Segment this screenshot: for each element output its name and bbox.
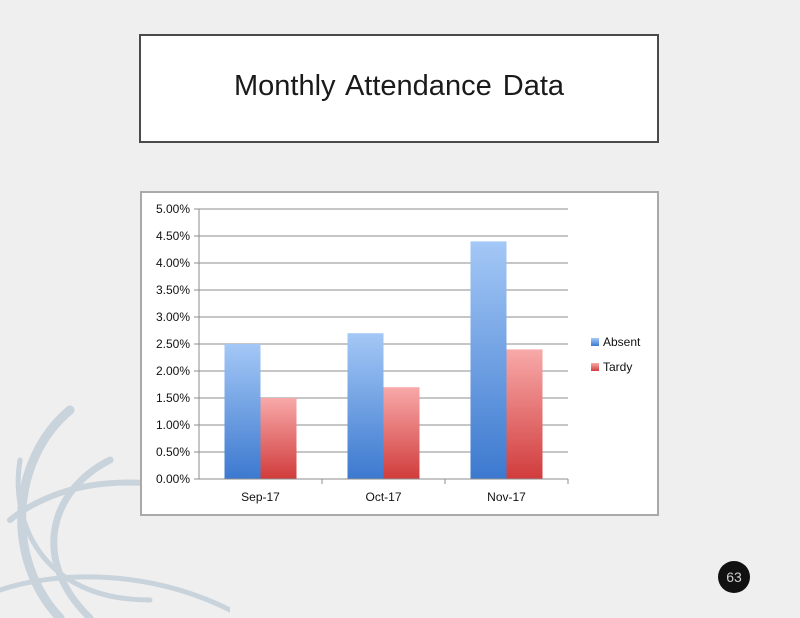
chart-container: 0.00% 0.50% 1.00% 1.50% 2.00% 2.50% 3.00% 3.50%… [140,191,659,516]
bar-tardy-oct-17 [383,387,420,479]
legend-label-tardy: Tardy [603,360,632,374]
bar-absent-nov-17 [470,241,507,479]
y-tick-label: 0.00% [156,472,190,486]
bar-chart: 0.00% 0.50% 1.00% 1.50% 2.00% 2.50% 3.00% 3.50%… [156,202,641,504]
legend-swatch-tardy [591,363,599,371]
y-tick-label: 3.00% [156,310,190,324]
legend-swatch-absent [591,338,599,346]
y-tick-label: 3.50% [156,283,190,297]
y-tick-label: 1.50% [156,391,190,405]
title-box: Monthly Attendance Data [139,34,659,143]
y-tick-label: 2.00% [156,364,190,378]
y-tick-label: 0.50% [156,445,190,459]
legend-label-absent: Absent [603,335,641,349]
y-tick-label: 4.00% [156,256,190,270]
x-category-label: Sep-17 [241,490,280,504]
bar-absent-oct-17 [347,333,384,479]
y-tick-label: 2.50% [156,337,190,351]
y-tick-label: 1.00% [156,418,190,432]
page-number: 63 [726,569,742,585]
page-number-badge: 63 [718,561,750,593]
bar-tardy-sep-17 [260,398,297,479]
bar-tardy-nov-17 [506,349,543,479]
x-category-label: Nov-17 [487,490,526,504]
x-category-label: Oct-17 [365,490,401,504]
y-tick-label: 5.00% [156,202,190,216]
bar-absent-sep-17 [224,344,261,479]
globe-watermark [0,405,230,618]
y-tick-label: 4.50% [156,229,190,243]
slide-title: Monthly Attendance Data [233,70,565,102]
